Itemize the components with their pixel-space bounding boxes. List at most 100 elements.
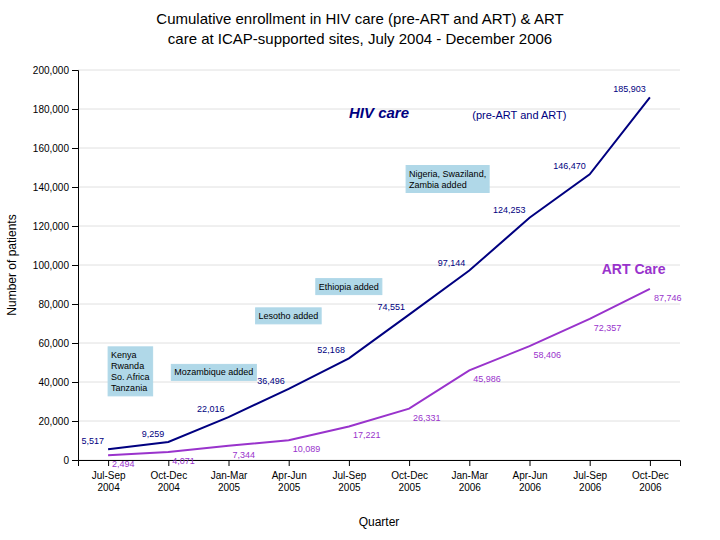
x-tick-label: Jul-Sep2005 [332,470,366,493]
x-tick-label-line: Jul-Sep [332,470,366,481]
annotation-line: Rwanda [111,361,144,371]
x-tick-mark [530,460,531,466]
x-tick-label-line: 2004 [158,482,181,493]
annotations: KenyaRwandaSo. AfricaTanzania Mozambique … [108,109,566,396]
x-tick-label: Jan-Mar2005 [211,470,248,493]
title: Cumulative enrollment in HIV care (pre-A… [156,10,563,47]
x-tick-label: Jan-Mar2006 [451,470,488,493]
title-line: care at ICAP-supported sites, July 2004 … [168,30,552,47]
annotation-line: Zambia added [409,180,467,190]
y-tick: 160,000 [33,143,78,154]
data-labels: 5,5179,25922,01636,49652,16874,55197,144… [82,84,682,469]
x-tick: Oct-Dec2006 [632,460,669,493]
annotation-line: Ethiopia added [319,282,379,292]
x-axis-title: Quarter [359,515,400,529]
annotation-box [406,166,489,193]
annotation-text: Ethiopia added [319,282,379,292]
data-label: 146,470 [553,161,586,171]
data-label: 87,746 [654,293,682,303]
annotation-text: (pre-ART and ART) [472,109,566,121]
x-tick: Apr-Jun2005 [272,460,307,493]
grid [78,70,680,460]
series-line [108,289,650,455]
y-axis-title: Number of patients [5,214,19,315]
y-tick-mark [72,109,78,110]
x-tick-label-line: Oct-Dec [391,470,428,481]
annotation-line: Lesotho added [259,311,319,321]
y-axis: 0 20,000 40,000 60,000 80,000 100,000 120,000 1… [33,65,79,466]
x-tick-label-line: 2006 [639,482,662,493]
plot-area: 0 20,000 40,000 60,000 80,000 100,000 120,000 1… [33,65,682,493]
grid-line [78,226,680,227]
data-label: 74,551 [378,302,406,312]
data-label: 2,494 [112,459,135,469]
y-tick-label: 80,000 [38,299,69,310]
annotation-text: Mozambique added [174,367,253,377]
x-axis: Jul-Sep2004Oct-Dec2004Jan-Mar2005Apr-Jun… [79,460,681,493]
annotation: Lesotho added [256,308,322,324]
annotation-line: Nigeria, Swaziland, [409,169,486,179]
annotation-text: Lesotho added [259,311,319,321]
title-line: Cumulative enrollment in HIV care (pre-A… [156,10,563,27]
series-label: HIV care [349,104,409,121]
x-tick: Oct-Dec2005 [391,460,428,493]
x-tick-label-line: Oct-Dec [150,470,187,481]
annotation-text: Nigeria, Swaziland,Zambia added [409,169,486,190]
x-tick: Apr-Jun2006 [512,460,547,493]
x-tick-label-line: Jul-Sep [573,470,607,481]
y-tick: 40,000 [38,377,78,388]
y-axis-line [72,71,79,461]
chart: 0 20,000 40,000 60,000 80,000 100,000 120,000 1… [0,0,720,540]
y-tick-mark [72,304,78,305]
x-tick-label: Jul-Sep2004 [92,470,126,493]
grid-line [78,148,680,149]
y-tick-label: 160,000 [33,143,70,154]
grid-line [78,187,680,188]
y-tick-mark [72,70,78,71]
grid-line [78,343,680,344]
x-tick: Jan-Mar2005 [211,460,248,493]
x-tick-label: Oct-Dec2005 [391,470,428,493]
lines [108,97,650,455]
x-tick-mark [229,460,230,466]
data-label: 5,517 [82,436,105,446]
x-tick-mark [590,460,591,466]
annotation-line: Tanzania [111,383,147,393]
x-tick: Jan-Mar2006 [451,460,488,493]
grid-line [78,265,680,266]
data-label: 52,168 [317,345,345,355]
x-tick-mark [409,460,410,466]
x-tick-label-line: Jul-Sep [92,470,126,481]
annotation-box [256,308,322,324]
annotation: Mozambique added [171,364,256,380]
x-tick-label-line: 2005 [218,482,241,493]
y-tick-mark [72,421,78,422]
data-label: 9,259 [142,429,165,439]
x-tick-label-line: 2006 [459,482,482,493]
y-tick-label: 180,000 [33,104,70,115]
annotation-line: Kenya [111,350,137,360]
annotation-text: KenyaRwandaSo. AfricaTanzania [111,350,150,393]
y-tick: 180,000 [33,104,78,115]
annotation: Ethiopia added [316,279,382,295]
y-tick: 60,000 [38,338,78,349]
data-label: 58,406 [534,350,562,360]
y-tick-label: 60,000 [38,338,69,349]
y-tick: 20,000 [38,416,78,427]
annotation-line: So. Africa [111,372,150,382]
x-tick-label-line: Oct-Dec [632,470,669,481]
x-tick-label-line: Jan-Mar [211,470,248,481]
data-label: 10,089 [293,444,321,454]
x-tick-label-line: Apr-Jun [512,470,547,481]
y-tick-label: 0 [63,455,69,466]
y-tick-label: 200,000 [33,65,70,76]
y-tick-mark [72,226,78,227]
x-tick-label: Apr-Jun2005 [272,470,307,493]
grid-line [78,70,680,71]
y-tick-label: 100,000 [33,260,70,271]
series-label: ART Care [602,261,666,277]
y-tick-mark [72,382,78,383]
y-tick: 120,000 [33,221,78,232]
x-tick-label: Oct-Dec2004 [150,470,187,493]
series-line [108,97,650,449]
